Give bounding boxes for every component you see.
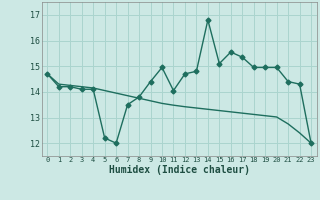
X-axis label: Humidex (Indice chaleur): Humidex (Indice chaleur) — [109, 165, 250, 175]
